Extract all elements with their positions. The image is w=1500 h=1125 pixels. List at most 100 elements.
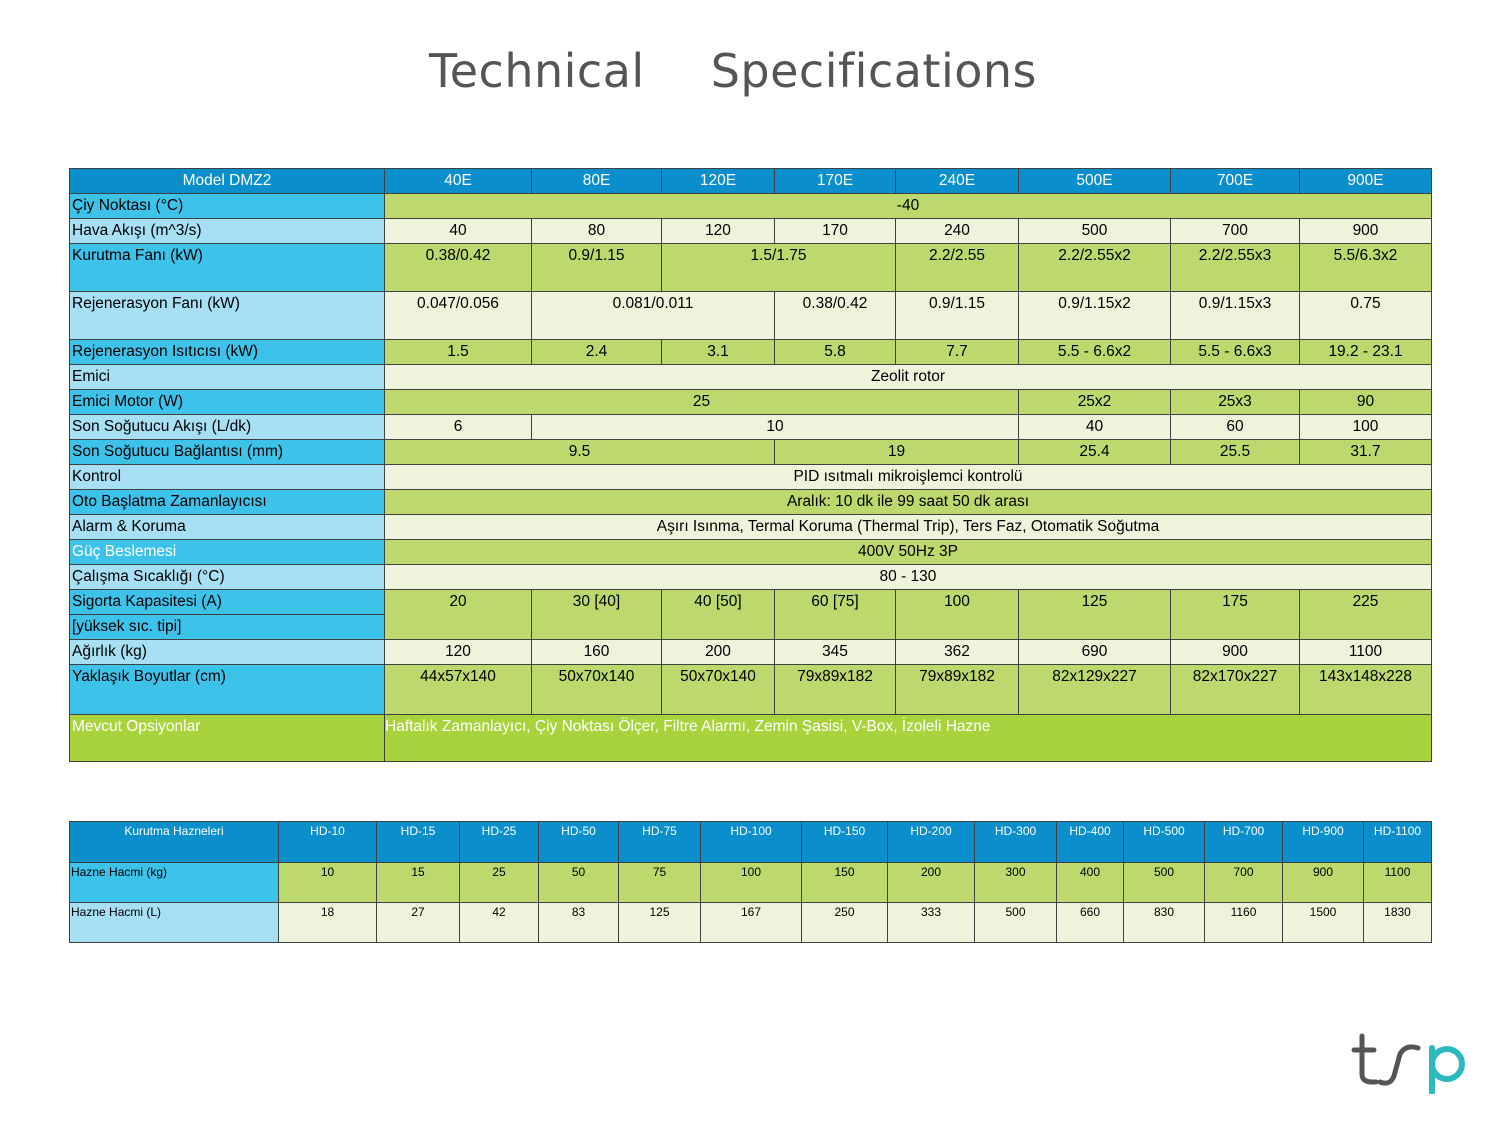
row-label: Rejenerasyon Fanı (kW) bbox=[69, 291, 385, 340]
page-title: Technical Specifications bbox=[0, 44, 1466, 98]
cell: 200 bbox=[887, 862, 975, 903]
model-700e: 700E bbox=[1170, 168, 1300, 194]
cell: 690 bbox=[1018, 639, 1171, 665]
row-label: Kontrol bbox=[69, 464, 385, 490]
cell: 1160 bbox=[1204, 902, 1283, 943]
aftercooler-flow-row: Son Soğutucu Akışı (L/dk) 6 10 40 60 100 bbox=[69, 414, 1432, 440]
cell: 10 bbox=[278, 862, 377, 903]
cell: 19 bbox=[774, 439, 1019, 465]
cell: 0.75 bbox=[1299, 291, 1432, 340]
cell: 400 bbox=[1056, 862, 1124, 903]
row-label: Oto Başlatma Zamanlayıcısı bbox=[69, 489, 385, 515]
cell: 79x89x182 bbox=[895, 664, 1019, 715]
cell: 50x70x140 bbox=[531, 664, 662, 715]
cell: 19.2 - 23.1 bbox=[1299, 339, 1432, 365]
cell: 2.2/2.55x2 bbox=[1018, 243, 1171, 292]
hopper-model: HD-25 bbox=[459, 821, 539, 863]
cell: 700 bbox=[1204, 862, 1283, 903]
model-240e: 240E bbox=[895, 168, 1019, 194]
cell: 900 bbox=[1299, 218, 1432, 244]
model-80e: 80E bbox=[531, 168, 662, 194]
cell: 1100 bbox=[1363, 862, 1432, 903]
cell: 2.2/2.55 bbox=[895, 243, 1019, 292]
tsp-logo bbox=[1351, 1033, 1465, 1094]
row-label: Hazne Hacmi (L) bbox=[69, 902, 279, 943]
fuse-subrow: [yüksek sıc. tipi] bbox=[69, 614, 1432, 640]
row-sublabel: [yüksek sıc. tipi] bbox=[69, 614, 385, 640]
model-120e: 120E bbox=[661, 168, 775, 194]
absorber-row: Emici Zeolit rotor bbox=[69, 364, 1432, 390]
cell: 1.5 bbox=[384, 339, 532, 365]
regen-heater-row: Rejenerasyon Isıtıcısı (kW) 1.5 2.4 3.1 … bbox=[69, 339, 1432, 365]
hopper-kg-row: Hazne Hacmi (kg) 10 15 25 50 75 100 150 … bbox=[69, 862, 1432, 903]
cell: 60 bbox=[1170, 414, 1300, 440]
cell: 500 bbox=[1123, 862, 1205, 903]
model-500e: 500E bbox=[1018, 168, 1171, 194]
model-170e: 170E bbox=[774, 168, 896, 194]
cell: 660 bbox=[1056, 902, 1124, 943]
row-label: Emici Motor (W) bbox=[69, 389, 385, 415]
cell: 5.8 bbox=[774, 339, 896, 365]
hopper-header: Kurutma Hazneleri bbox=[69, 821, 279, 863]
cell: 0.38/0.42 bbox=[774, 291, 896, 340]
hopper-model: HD-700 bbox=[1204, 821, 1283, 863]
cell: 240 bbox=[895, 218, 1019, 244]
cell: 40 [50] bbox=[661, 589, 775, 640]
spec-header-row: Model DMZ2 40E 80E 120E 170E 240E 500E 7… bbox=[69, 168, 1432, 194]
cell: 125 bbox=[1018, 589, 1171, 640]
cell: 1830 bbox=[1363, 902, 1432, 943]
cell: 6 bbox=[384, 414, 532, 440]
cell: PID ısıtmalı mikroişlemci kontrolü bbox=[384, 464, 1432, 490]
cell: 500 bbox=[1018, 218, 1171, 244]
logo-letter-s bbox=[1377, 1044, 1421, 1086]
cell: 0.081/0.011 bbox=[531, 291, 775, 340]
cell: 80 bbox=[531, 218, 662, 244]
control-row: Kontrol PID ısıtmalı mikroişlemci kontro… bbox=[69, 464, 1432, 490]
row-label: Çalışma Sıcaklığı (°C) bbox=[69, 564, 385, 590]
specifications-table: Model DMZ2 40E 80E 120E 170E 240E 500E 7… bbox=[69, 168, 1432, 762]
cell: 900 bbox=[1282, 862, 1364, 903]
cell: 100 bbox=[895, 589, 1019, 640]
hopper-model: HD-400 bbox=[1056, 821, 1124, 863]
power-row: Güç Beslemesi 400V 50Hz 3P bbox=[69, 539, 1432, 565]
cell: 125 bbox=[618, 902, 701, 943]
cell: 5.5 - 6.6x3 bbox=[1170, 339, 1300, 365]
row-label: Ağırlık (kg) bbox=[69, 639, 385, 665]
cell: 0.9/1.15 bbox=[895, 291, 1019, 340]
auto-start-row: Oto Başlatma Zamanlayıcısı Aralık: 10 dk… bbox=[69, 489, 1432, 515]
title-word-1: Technical bbox=[428, 44, 645, 98]
cell: 0.047/0.056 bbox=[384, 291, 532, 340]
dew-point-value: -40 bbox=[384, 193, 1432, 219]
row-label: Son Soğutucu Akışı (L/dk) bbox=[69, 414, 385, 440]
hopper-header-row: Kurutma Hazneleri HD-10 HD-15 HD-25 HD-5… bbox=[69, 821, 1432, 863]
cell: 345 bbox=[774, 639, 896, 665]
hopper-model: HD-200 bbox=[887, 821, 975, 863]
cell: 900 bbox=[1170, 639, 1300, 665]
hopper-model: HD-900 bbox=[1282, 821, 1364, 863]
cell: 120 bbox=[661, 218, 775, 244]
row-label: Son Soğutucu Bağlantısı (mm) bbox=[69, 439, 385, 465]
cell: 44x57x140 bbox=[384, 664, 532, 715]
cell: 31.7 bbox=[1299, 439, 1432, 465]
cell: 25 bbox=[459, 862, 539, 903]
cell: 1500 bbox=[1282, 902, 1364, 943]
cell: 25x3 bbox=[1170, 389, 1300, 415]
cell: 90 bbox=[1299, 389, 1432, 415]
cell: 83 bbox=[538, 902, 619, 943]
cell: 0.38/0.42 bbox=[384, 243, 532, 292]
hopper-model: HD-500 bbox=[1123, 821, 1205, 863]
hopper-model: HD-300 bbox=[974, 821, 1057, 863]
cell: 170 bbox=[774, 218, 896, 244]
hoppers-table: Kurutma Hazneleri HD-10 HD-15 HD-25 HD-5… bbox=[69, 821, 1432, 943]
cell: 40 bbox=[1018, 414, 1171, 440]
absorber-motor-row: Emici Motor (W) 25 25x2 25x3 90 bbox=[69, 389, 1432, 415]
cell: 333 bbox=[887, 902, 975, 943]
cell: 82x170x227 bbox=[1170, 664, 1300, 715]
cell: 50 bbox=[538, 862, 619, 903]
dimensions-row: Yaklaşık Boyutlar (cm) 44x57x140 50x70x1… bbox=[69, 664, 1432, 715]
model-header: Model DMZ2 bbox=[69, 168, 385, 194]
cell: 225 bbox=[1299, 589, 1432, 640]
cell: 2.2/2.55x3 bbox=[1170, 243, 1300, 292]
row-label: Kurutma Fanı (kW) bbox=[69, 243, 385, 292]
cell: 5.5 - 6.6x2 bbox=[1018, 339, 1171, 365]
